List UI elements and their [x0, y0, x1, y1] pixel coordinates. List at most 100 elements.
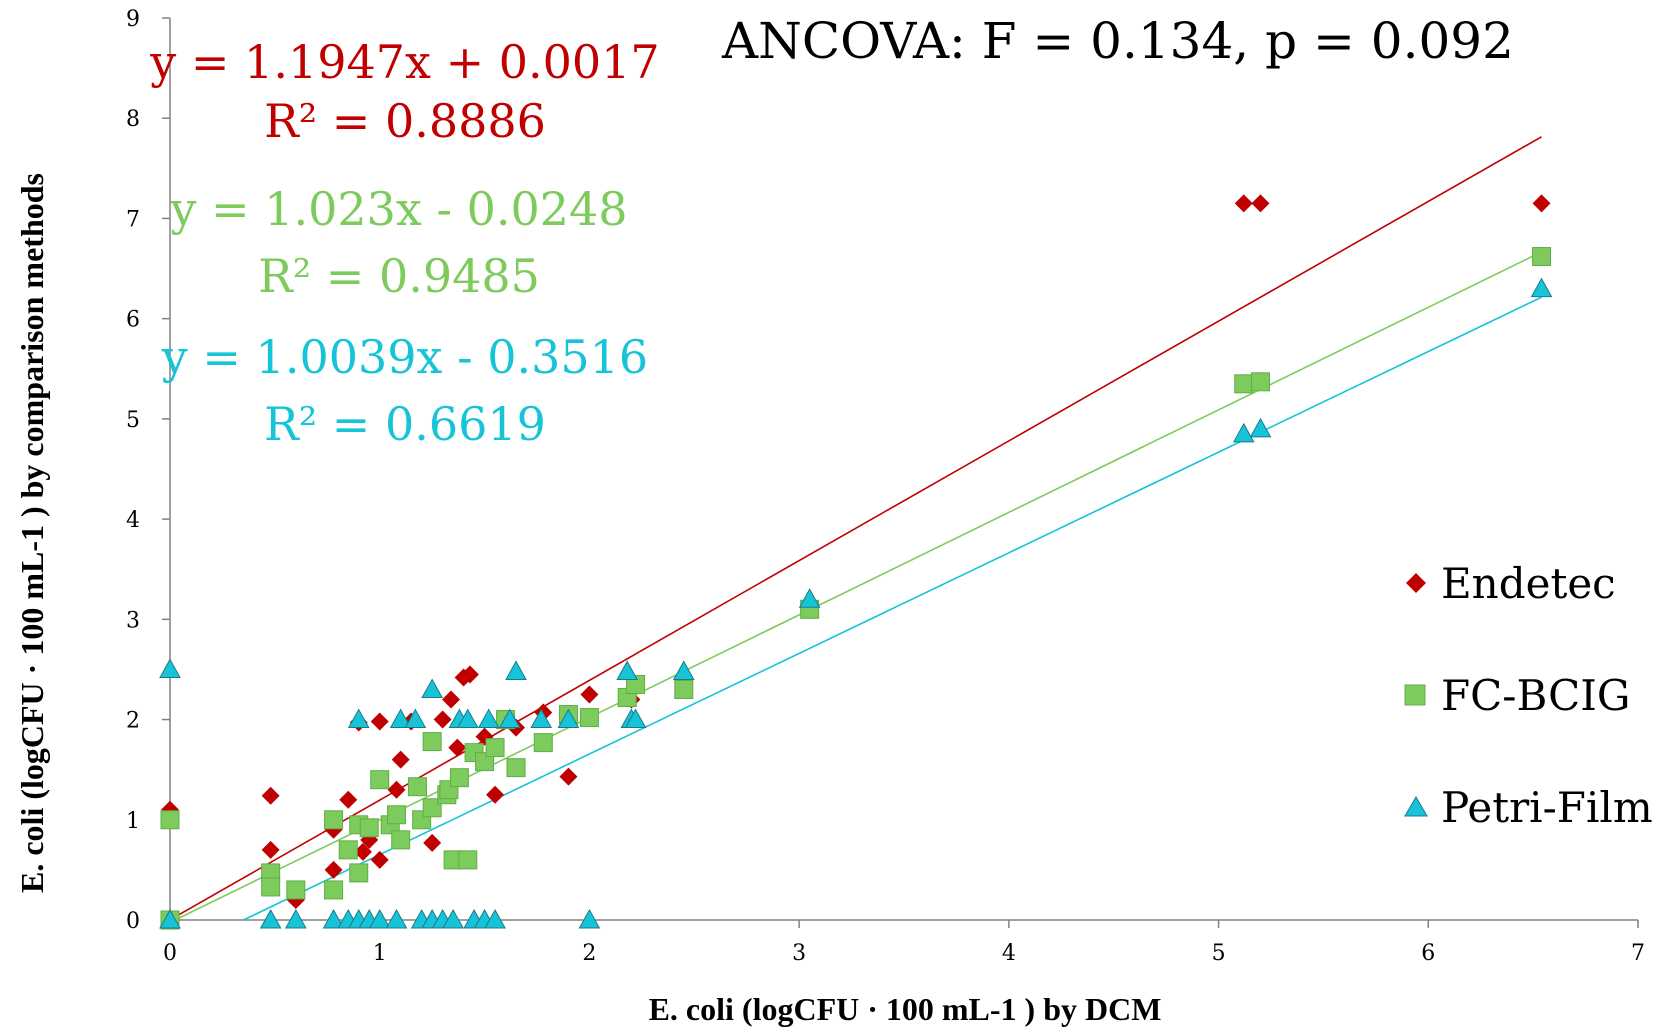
- point-endetec: [324, 860, 343, 879]
- point-petri-film: [259, 908, 282, 929]
- point-fc-bcig: [261, 877, 281, 897]
- point-petri-film: [442, 908, 464, 929]
- point-fc-bcig: [160, 810, 180, 830]
- point-petri-film: [477, 708, 500, 729]
- point-endetec: [580, 685, 599, 704]
- point-endetec: [1234, 194, 1253, 213]
- point-fc-bcig: [533, 733, 553, 753]
- y-tick-label: 8: [126, 107, 140, 132]
- point-fc-bcig: [338, 840, 358, 860]
- point-fc-bcig: [458, 850, 478, 870]
- point-fc-bcig: [370, 770, 390, 790]
- point-petri-film: [421, 678, 443, 698]
- trendline-petri-film: [243, 296, 1542, 921]
- point-fc-bcig: [674, 679, 694, 699]
- data-points: [159, 194, 1553, 930]
- x-tick-label: 7: [1631, 941, 1645, 966]
- y-axis-ticks: 0 1 2 3 4 5 6 7 8 9: [126, 7, 170, 934]
- point-petri-film: [404, 708, 427, 729]
- point-petri-film: [505, 660, 527, 680]
- x-tick-label: 0: [163, 941, 177, 966]
- point-fc-bcig: [422, 732, 442, 752]
- legend-item-petri-film: Petri-Film: [1404, 783, 1653, 832]
- x-tick-label: 5: [1212, 941, 1226, 966]
- legend-label-endetec: Endetec: [1441, 559, 1616, 608]
- point-petri-film: [616, 660, 639, 680]
- x-tick-label: 2: [582, 941, 596, 966]
- y-tick-label: 7: [126, 207, 140, 232]
- point-petri-film: [530, 708, 553, 729]
- point-fc-bcig: [324, 880, 344, 900]
- point-endetec: [486, 785, 505, 804]
- point-fc-bcig: [407, 777, 427, 797]
- x-tick-label: 6: [1421, 941, 1435, 966]
- point-fc-bcig: [324, 810, 344, 830]
- legend-label-petri-film: Petri-Film: [1441, 783, 1653, 832]
- point-endetec: [448, 738, 467, 757]
- point-petri-film: [672, 660, 695, 680]
- y-axis-title: E. coli (logCFU · 100 mL-1 ) by comparis…: [14, 173, 50, 893]
- y-tick-label: 9: [126, 7, 140, 32]
- point-fc-bcig: [485, 738, 505, 758]
- point-petri-film: [159, 908, 181, 929]
- point-petri-film: [347, 708, 370, 729]
- point-endetec: [261, 840, 280, 859]
- y-tick-label: 4: [126, 508, 140, 533]
- x-axis-title: E. coli (logCFU · 100 mL-1 ) by DCM: [649, 991, 1162, 1027]
- point-endetec: [423, 833, 442, 852]
- point-petri-film: [624, 708, 647, 729]
- legend-item-endetec: Endetec: [1406, 559, 1616, 608]
- point-fc-bcig: [359, 818, 379, 838]
- point-petri-film: [557, 708, 580, 729]
- point-endetec: [442, 690, 461, 709]
- point-endetec: [391, 750, 410, 769]
- point-petri-film: [798, 588, 821, 608]
- ancova-annotation: ANCOVA: F = 0.134, p = 0.092: [721, 12, 1514, 70]
- legend-item-fc-bcig: FC-BCIG: [1404, 671, 1630, 720]
- point-petri-film: [1232, 422, 1255, 443]
- plot-area: 0 1 2 3 4 5 6 7 0 1 2 3 4 5 6 7 8 9: [126, 7, 1645, 966]
- point-fc-bcig: [1251, 372, 1271, 392]
- point-fc-bcig: [475, 752, 495, 772]
- legend-marker-petri-film: [1404, 796, 1428, 817]
- point-petri-film: [284, 908, 307, 929]
- r2-petri-film: R² = 0.6619: [264, 397, 546, 451]
- legend-marker-endetec: [1406, 573, 1426, 593]
- point-fc-bcig: [449, 768, 469, 788]
- legend-label-fc-bcig: FC-BCIG: [1441, 671, 1630, 720]
- point-endetec: [559, 767, 578, 786]
- equation-petri-film: y = 1.0039x - 0.3516: [161, 330, 648, 384]
- point-petri-film: [578, 908, 601, 929]
- point-endetec: [370, 850, 389, 869]
- equation-endetec: y = 1.1947x + 0.0017: [149, 35, 659, 89]
- legend-marker-fc-bcig: [1404, 684, 1426, 706]
- x-tick-label: 1: [373, 941, 387, 966]
- point-fc-bcig: [286, 880, 306, 900]
- y-tick-label: 2: [126, 709, 140, 734]
- point-petri-film: [389, 708, 412, 729]
- point-fc-bcig: [626, 674, 646, 694]
- y-tick-label: 6: [126, 308, 140, 333]
- equation-fc-bcig: y = 1.023x - 0.0248: [169, 182, 627, 236]
- point-petri-film: [484, 908, 506, 929]
- point-fc-bcig: [1532, 247, 1552, 267]
- y-tick-label: 5: [126, 408, 140, 433]
- point-petri-film: [322, 908, 345, 929]
- point-endetec: [353, 842, 372, 861]
- point-fc-bcig: [349, 863, 369, 883]
- y-tick-label: 0: [126, 909, 140, 934]
- y-tick-label: 3: [126, 608, 140, 633]
- point-endetec: [387, 780, 406, 799]
- x-axis-ticks: 0 1 2 3 4 5 6 7: [163, 920, 1645, 966]
- point-fc-bcig: [579, 708, 599, 728]
- point-fc-bcig: [386, 805, 406, 825]
- point-petri-film: [498, 708, 521, 729]
- point-petri-film: [385, 908, 408, 929]
- point-fc-bcig: [1234, 374, 1254, 394]
- trendline-equations: y = 1.1947x + 0.0017 R² = 0.8886 y = 1.0…: [149, 35, 659, 451]
- point-petri-film: [159, 658, 181, 678]
- point-endetec: [460, 665, 479, 684]
- point-petri-film: [1530, 277, 1553, 298]
- x-tick-label: 3: [792, 941, 806, 966]
- point-endetec: [1532, 194, 1551, 213]
